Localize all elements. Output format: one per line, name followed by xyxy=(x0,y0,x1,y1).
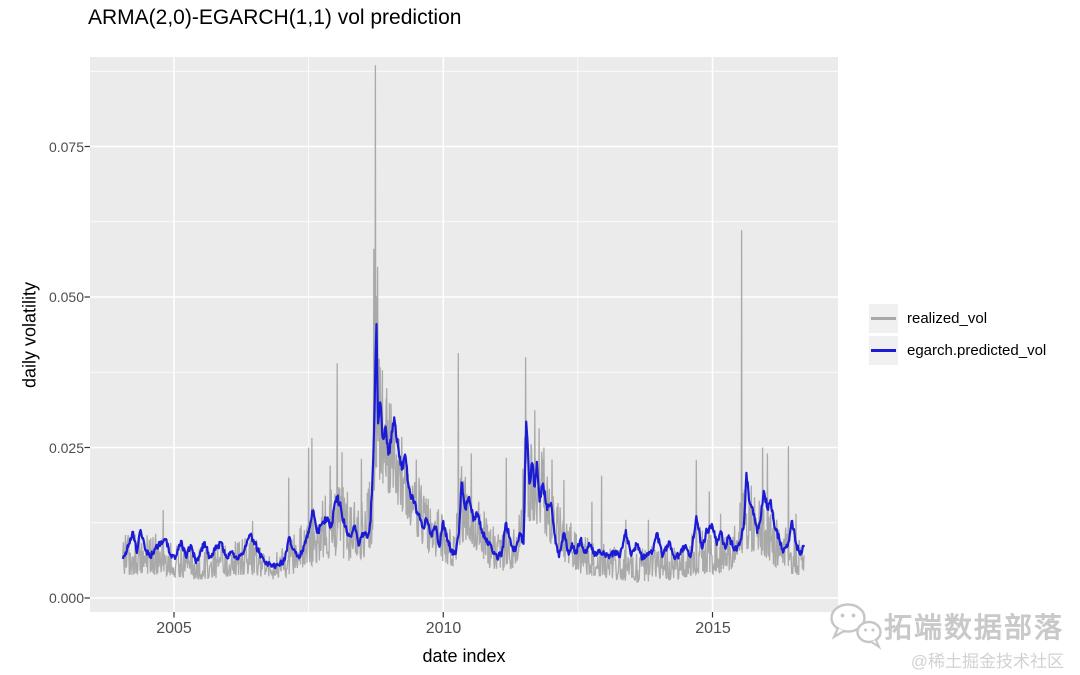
legend-label: egarch.predicted_vol xyxy=(907,342,1047,359)
watermark-community-text: @稀土掘金技术社区 xyxy=(910,652,1064,671)
x-tick-label: 2005 xyxy=(156,620,192,637)
wechat-icon xyxy=(830,603,882,650)
legend-label: realized_vol xyxy=(907,310,988,327)
minor-gridlines xyxy=(90,57,838,612)
legend-item-realized-vol: realized_vol xyxy=(869,304,1046,333)
chart-title: ARMA(2,0)-EGARCH(1,1) vol prediction xyxy=(88,6,462,29)
legend-key-box xyxy=(869,304,898,333)
y-axis-title: daily volatility xyxy=(19,281,40,389)
axis-tick-marks xyxy=(84,145,714,618)
egarch-predicted-vol-swatch xyxy=(871,349,896,352)
y-tick-label: 0.050 xyxy=(48,289,84,305)
realized-vol-line xyxy=(122,65,805,583)
major-gridlines xyxy=(90,57,838,612)
legend-item-egarch-predicted-vol: egarch.predicted_vol xyxy=(869,336,1046,365)
y-tick-label: 0.000 xyxy=(48,590,84,606)
x-axis-title: date index xyxy=(422,646,506,666)
x-tick-label: 2015 xyxy=(695,620,731,637)
y-tick-label: 0.075 xyxy=(48,138,84,155)
realized-vol-swatch xyxy=(871,317,896,320)
watermark-brand-text: 拓端数据部落 xyxy=(884,612,1065,643)
x-tick-label: 2010 xyxy=(425,620,462,637)
legend-key-box xyxy=(869,336,898,365)
plot-panel xyxy=(90,57,838,612)
egarch-predicted-vol-line xyxy=(121,323,806,570)
y-tick-label: 0.025 xyxy=(48,439,84,456)
legend: realized_vol egarch.predicted_vol xyxy=(869,304,1046,365)
